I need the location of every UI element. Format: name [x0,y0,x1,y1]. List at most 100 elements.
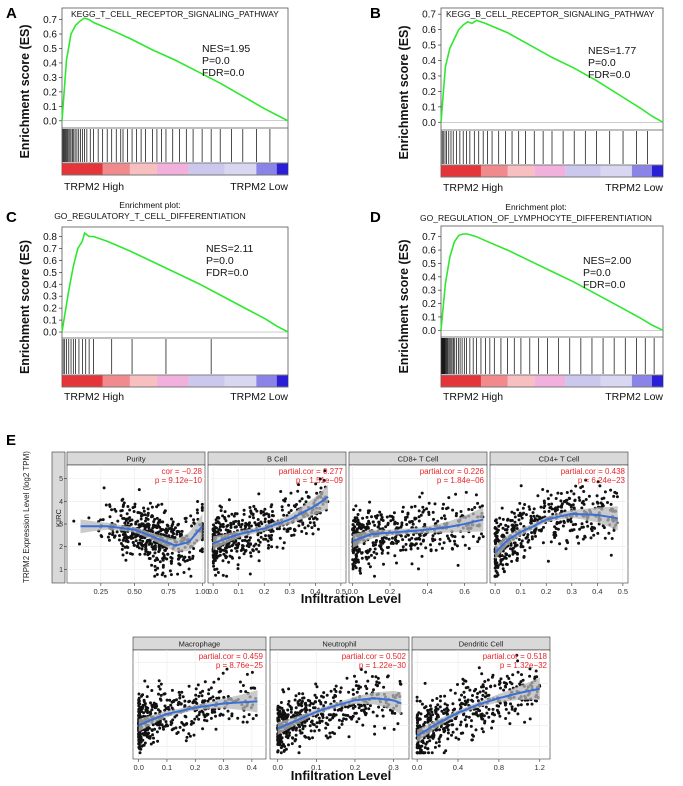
data-point [513,520,517,524]
data-point [418,495,422,499]
data-point [445,707,449,711]
p-value-stat: p = 1.84e−06 [437,476,485,485]
data-point [393,711,397,715]
panel-letter: E [6,432,16,449]
data-point [420,744,424,748]
correlation-stat: partial.cor = 0.459 [199,652,264,661]
data-point [128,519,132,523]
data-point [140,710,143,713]
data-point [197,694,201,698]
data-point [294,694,298,698]
data-point [279,751,283,755]
x-tick-label: 0.3 [567,587,577,596]
data-point [424,546,428,550]
data-point [108,532,112,536]
data-point [218,553,222,557]
data-point [476,501,480,505]
x-axis-label: Infiltration Level [301,591,401,606]
data-point [195,715,199,719]
data-point [609,553,613,557]
data-point [163,704,167,708]
facet-title: Dendritic Cell [459,640,504,649]
ranking-heat-segment [276,375,288,387]
data-point [360,709,363,712]
data-point [308,708,312,712]
data-point [149,712,153,716]
confidence-band [495,506,618,560]
data-point [236,563,240,567]
data-point [420,554,424,558]
ranking-heat-segment [507,165,535,177]
data-point [553,530,557,534]
ranking-heat-segment [507,375,535,387]
data-point [473,506,477,509]
data-point [380,537,384,540]
data-point [541,488,545,491]
data-point [497,710,500,714]
data-point [87,516,91,520]
data-point [121,553,125,557]
data-point [175,698,178,702]
data-point [242,508,246,512]
data-point [146,539,150,542]
y-tick-label: 0.2 [43,87,57,98]
ranking-heat-segment [102,163,130,175]
stat-value: −0.28 [182,467,203,476]
data-point [357,706,361,710]
data-point [227,514,231,518]
data-point [320,719,324,723]
data-point [494,569,498,573]
data-point [580,501,584,505]
data-point [304,710,308,714]
data-point [355,545,359,549]
data-point [151,526,155,530]
data-point [523,503,527,506]
data-point [141,738,145,742]
data-point [325,716,329,720]
data-point [427,751,430,755]
data-point [161,545,165,549]
data-point [542,525,545,529]
data-point [553,509,557,513]
data-point [270,545,274,549]
data-point [477,666,481,670]
data-point [192,521,196,525]
y-tick-label: 0.8 [43,232,57,243]
data-point [99,518,103,522]
data-point [225,574,229,578]
stat-label: partial.cor [420,467,455,476]
data-point [214,518,218,522]
data-point [174,726,178,730]
data-point [510,519,514,522]
data-point [184,739,188,743]
data-point [156,722,160,726]
data-point [436,715,440,719]
data-point [139,514,143,518]
data-point [141,703,145,707]
row-label: KIRC [54,508,63,527]
data-point [240,522,244,526]
data-point [408,538,412,542]
data-point [257,543,261,547]
data-point [589,522,593,526]
data-point [386,551,390,555]
data-point [586,524,590,528]
data-point [535,675,539,679]
data-point [126,540,130,544]
data-point [138,552,142,556]
data-point [542,506,546,510]
data-point [450,719,454,723]
ranking-heat-segment [600,375,632,387]
data-point [158,687,162,691]
data-point [134,522,138,526]
data-point [357,717,361,721]
data-point [285,732,288,736]
data-point [528,674,532,678]
data-point [359,668,363,671]
data-point [282,541,286,545]
data-point [423,706,427,710]
p-label: p = [216,661,230,670]
stat-value: 0.502 [386,652,407,661]
data-point [539,505,543,509]
data-point [315,517,319,521]
